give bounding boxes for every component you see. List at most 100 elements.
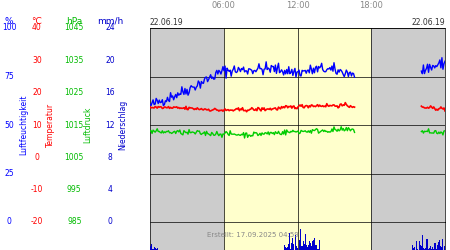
- Text: 10: 10: [32, 120, 42, 130]
- Bar: [155, 248, 156, 250]
- Bar: [152, 249, 153, 250]
- Bar: [435, 243, 436, 250]
- Bar: [440, 246, 441, 250]
- Text: 50: 50: [4, 120, 14, 130]
- Text: Temperatur: Temperatur: [46, 103, 55, 147]
- Bar: [306, 245, 307, 250]
- Bar: [292, 238, 293, 250]
- Bar: [288, 244, 289, 250]
- Bar: [289, 233, 290, 250]
- Bar: [296, 246, 297, 250]
- Text: 22.06.19: 22.06.19: [150, 18, 184, 26]
- Bar: [310, 243, 311, 250]
- Bar: [437, 245, 438, 250]
- Text: 995: 995: [67, 185, 81, 194]
- Text: 16: 16: [105, 88, 115, 97]
- Text: 18:00: 18:00: [359, 2, 383, 11]
- Bar: [311, 246, 312, 250]
- Text: 12: 12: [105, 120, 115, 130]
- Text: 100: 100: [2, 24, 16, 32]
- Text: 1035: 1035: [64, 56, 84, 65]
- Bar: [300, 229, 301, 250]
- Bar: [308, 245, 309, 250]
- Text: °C: °C: [32, 16, 42, 26]
- Bar: [301, 246, 302, 250]
- Text: 1005: 1005: [64, 153, 84, 162]
- Bar: [420, 245, 421, 250]
- Bar: [441, 248, 442, 250]
- Bar: [445, 237, 446, 250]
- Text: 0: 0: [7, 218, 11, 226]
- Bar: [307, 247, 308, 250]
- Bar: [287, 247, 288, 250]
- Text: 1025: 1025: [65, 88, 84, 97]
- Text: 0: 0: [35, 153, 39, 162]
- Bar: [428, 248, 430, 250]
- Bar: [444, 246, 445, 250]
- Text: 4: 4: [108, 185, 112, 194]
- Text: hPa: hPa: [66, 16, 82, 26]
- Bar: [438, 242, 439, 250]
- Bar: [434, 243, 435, 250]
- Text: 06:00: 06:00: [212, 2, 236, 11]
- Text: 30: 30: [32, 56, 42, 65]
- Text: 0: 0: [108, 218, 112, 226]
- Bar: [290, 248, 291, 250]
- Text: 1015: 1015: [65, 120, 84, 130]
- Bar: [314, 240, 315, 250]
- Text: Luftfeuchtigkeit: Luftfeuchtigkeit: [19, 95, 28, 155]
- Bar: [154, 247, 155, 250]
- Bar: [414, 247, 415, 250]
- Text: 24: 24: [105, 24, 115, 32]
- Bar: [303, 241, 304, 250]
- Bar: [299, 240, 300, 250]
- Bar: [309, 241, 310, 250]
- Bar: [316, 248, 318, 250]
- Bar: [424, 248, 425, 250]
- Text: 22.06.19: 22.06.19: [411, 18, 445, 26]
- Bar: [157, 248, 158, 250]
- Bar: [156, 249, 157, 250]
- Bar: [224, 222, 371, 250]
- Bar: [305, 234, 306, 250]
- Bar: [150, 246, 151, 250]
- Bar: [304, 244, 305, 250]
- Bar: [436, 249, 437, 250]
- Text: -10: -10: [31, 185, 43, 194]
- Text: 12:00: 12:00: [286, 2, 310, 11]
- Text: 8: 8: [108, 153, 112, 162]
- Bar: [419, 241, 420, 250]
- Bar: [151, 244, 152, 250]
- Text: 20: 20: [105, 56, 115, 65]
- Bar: [224, 28, 371, 222]
- Bar: [442, 240, 443, 250]
- Bar: [302, 246, 303, 250]
- Text: Niederschlag: Niederschlag: [118, 100, 127, 150]
- Text: 985: 985: [67, 218, 81, 226]
- Bar: [318, 249, 319, 250]
- Bar: [421, 246, 423, 250]
- Bar: [293, 244, 294, 250]
- Text: Erstellt: 17.09.2025 04:59: Erstellt: 17.09.2025 04:59: [207, 232, 299, 237]
- Text: mm/h: mm/h: [97, 16, 123, 26]
- Bar: [425, 248, 427, 250]
- Bar: [417, 249, 418, 250]
- Text: Luftdruck: Luftdruck: [83, 107, 92, 143]
- Bar: [295, 235, 296, 250]
- Text: %: %: [4, 16, 13, 26]
- Bar: [285, 247, 286, 250]
- Bar: [291, 243, 292, 250]
- Bar: [439, 240, 440, 250]
- Text: 20: 20: [32, 88, 42, 97]
- Bar: [153, 248, 154, 250]
- Bar: [423, 248, 424, 250]
- Bar: [284, 245, 285, 250]
- Bar: [416, 242, 417, 250]
- Text: -20: -20: [31, 218, 43, 226]
- Bar: [315, 244, 316, 250]
- Bar: [412, 244, 413, 250]
- Text: 25: 25: [4, 169, 14, 178]
- Bar: [297, 248, 298, 250]
- Text: 40: 40: [32, 24, 42, 32]
- Bar: [430, 246, 431, 250]
